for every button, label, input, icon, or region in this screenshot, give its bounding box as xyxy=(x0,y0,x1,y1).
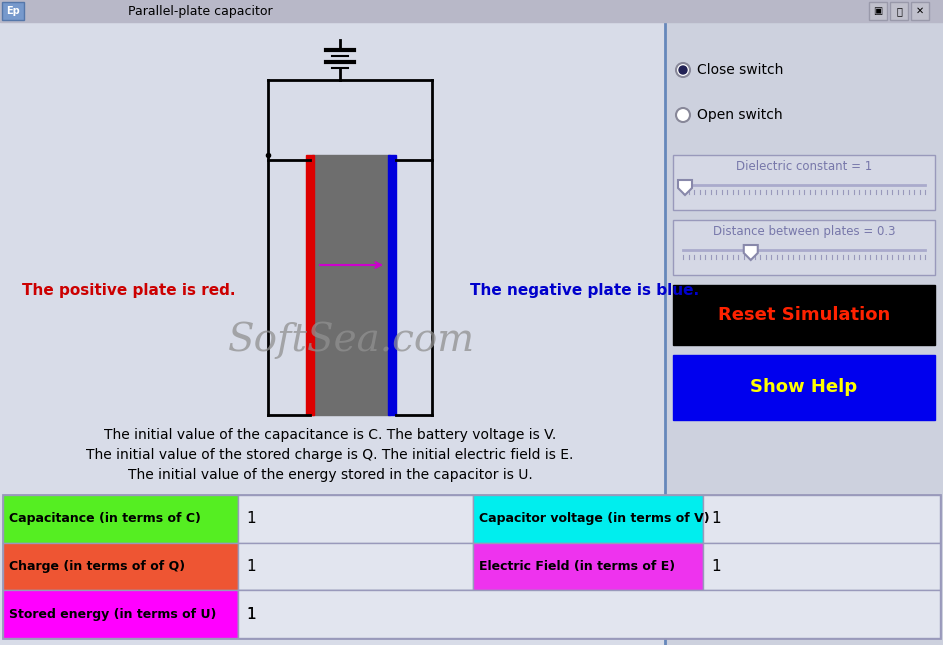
Bar xyxy=(869,2,887,20)
Text: ▣: ▣ xyxy=(873,6,883,16)
Bar xyxy=(2,2,24,20)
Text: 1: 1 xyxy=(246,607,256,622)
Bar xyxy=(312,155,390,415)
Bar xyxy=(890,2,908,20)
Circle shape xyxy=(676,63,690,77)
Bar xyxy=(238,590,473,638)
Text: Stored energy (in terms of U): Stored energy (in terms of U) xyxy=(9,608,216,620)
Text: SoftSea.com: SoftSea.com xyxy=(227,321,474,359)
Bar xyxy=(3,542,238,590)
Bar xyxy=(673,355,935,420)
Bar xyxy=(3,590,238,638)
Bar xyxy=(388,155,396,415)
Text: ✕: ✕ xyxy=(916,6,924,16)
Bar xyxy=(0,22,665,645)
Bar xyxy=(911,2,929,20)
Bar xyxy=(238,542,473,590)
Text: Capacitance (in terms of C): Capacitance (in terms of C) xyxy=(9,512,201,525)
Text: Charge (in terms of of Q): Charge (in terms of of Q) xyxy=(9,560,185,573)
Text: The positive plate is red.: The positive plate is red. xyxy=(22,283,236,297)
Text: Close switch: Close switch xyxy=(697,63,784,77)
Text: Parallel-plate capacitor: Parallel-plate capacitor xyxy=(127,5,273,17)
Bar xyxy=(703,495,940,542)
Text: The initial value of the capacitance is C. The battery voltage is V.: The initial value of the capacitance is … xyxy=(104,428,556,442)
Bar xyxy=(3,495,940,638)
Bar xyxy=(238,590,940,638)
Bar xyxy=(703,542,940,590)
Text: Dielectric constant = 1: Dielectric constant = 1 xyxy=(736,161,872,174)
Bar xyxy=(238,495,473,542)
Bar xyxy=(306,155,314,415)
Circle shape xyxy=(679,66,687,74)
Text: The initial value of the stored charge is Q. The initial electric field is E.: The initial value of the stored charge i… xyxy=(87,448,573,462)
Bar xyxy=(665,22,943,645)
Bar xyxy=(673,155,935,210)
Bar xyxy=(673,220,935,275)
Text: ⧉: ⧉ xyxy=(896,6,902,16)
Text: Electric Field (in terms of E): Electric Field (in terms of E) xyxy=(479,560,675,573)
Text: Reset Simulation: Reset Simulation xyxy=(718,306,890,324)
Text: Distance between plates = 0.3: Distance between plates = 0.3 xyxy=(713,226,895,239)
Text: 1: 1 xyxy=(711,511,720,526)
Text: The negative plate is blue.: The negative plate is blue. xyxy=(470,283,699,297)
Circle shape xyxy=(676,108,690,122)
Text: 1: 1 xyxy=(711,559,720,574)
Bar xyxy=(3,495,238,542)
Text: 1: 1 xyxy=(246,511,256,526)
Polygon shape xyxy=(744,245,758,260)
Bar xyxy=(673,285,935,345)
Text: 1: 1 xyxy=(246,559,256,574)
Text: Ep: Ep xyxy=(6,6,20,16)
Text: Show Help: Show Help xyxy=(751,379,857,397)
Text: The initial value of the energy stored in the capacitor is U.: The initial value of the energy stored i… xyxy=(127,468,533,482)
Text: Open switch: Open switch xyxy=(697,108,783,122)
Bar xyxy=(0,0,943,22)
Text: Capacitor voltage (in terms of V): Capacitor voltage (in terms of V) xyxy=(479,512,710,525)
Bar xyxy=(473,495,703,542)
Bar xyxy=(473,542,703,590)
Text: 1: 1 xyxy=(246,607,256,622)
Polygon shape xyxy=(678,180,692,195)
